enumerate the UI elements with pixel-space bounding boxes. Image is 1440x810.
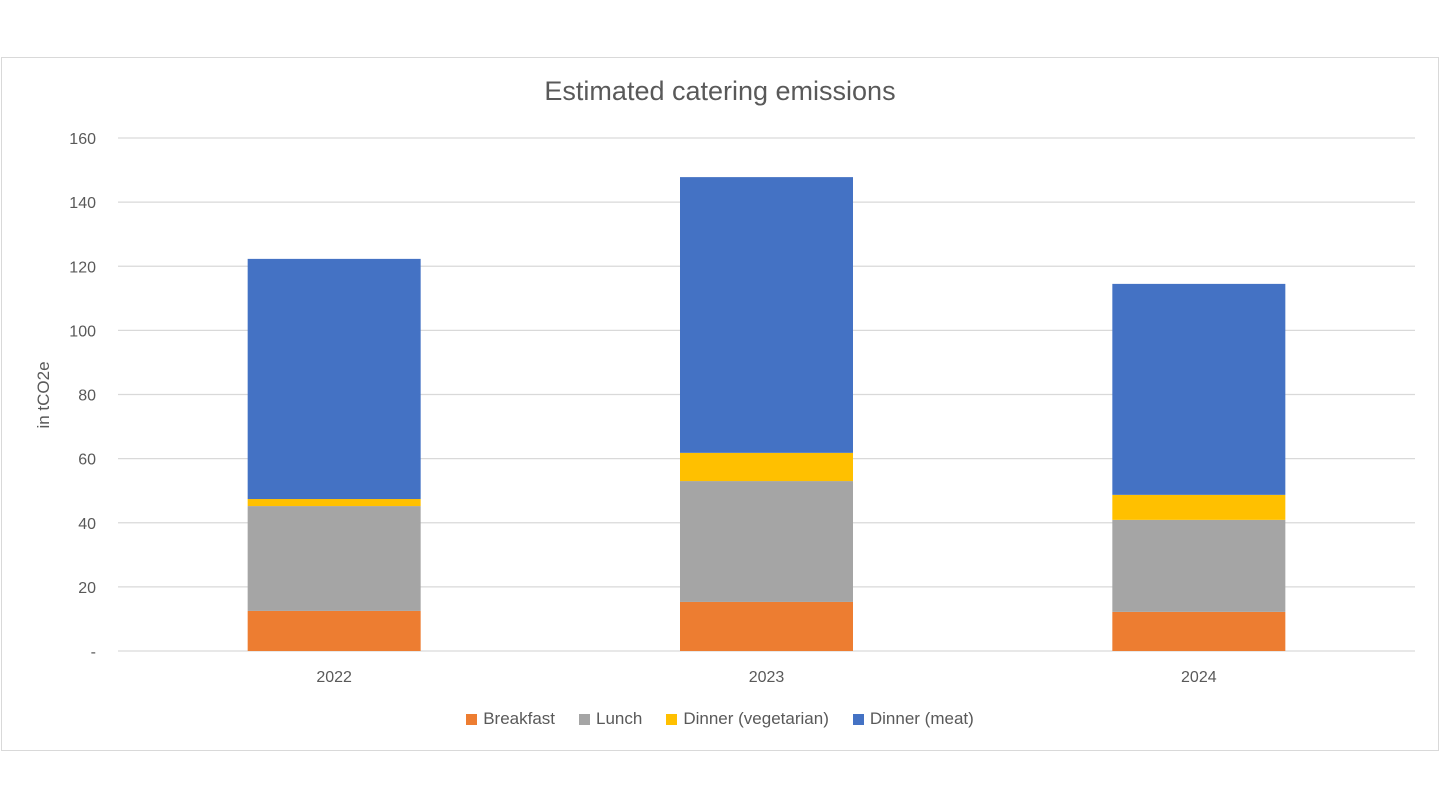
bar-segment xyxy=(680,452,853,482)
bar-segment xyxy=(247,610,421,651)
legend-swatch xyxy=(666,713,678,725)
legend-item: Lunch xyxy=(579,709,642,729)
x-tick-label: 2024 xyxy=(1181,669,1217,686)
bar-segment xyxy=(1112,494,1286,520)
y-tick-label: 60 xyxy=(78,452,96,469)
legend-item: Dinner (vegetarian) xyxy=(666,709,829,729)
legend-item: Breakfast xyxy=(466,709,555,729)
legend-label: Breakfast xyxy=(483,709,556,728)
legend-swatch xyxy=(852,713,864,725)
y-tick-label: 80 xyxy=(78,388,96,405)
y-tick-label: 100 xyxy=(69,323,96,340)
bar-segment xyxy=(680,601,853,651)
chart-title: Estimated catering emissions xyxy=(544,76,896,106)
x-tick-label: 2023 xyxy=(749,669,785,686)
legend: Breakfast Lunch Dinner (vegetarian) Dinner … xyxy=(0,709,1440,729)
x-tick-label: 2022 xyxy=(316,669,352,686)
legend-item: Dinner (meat) xyxy=(852,709,974,729)
chart-area xyxy=(1,57,1439,751)
legend-label: Dinner (vegetarian) xyxy=(683,709,829,728)
y-tick-label: 160 xyxy=(69,131,96,148)
y-tick-label: 120 xyxy=(69,259,96,276)
bar-segment xyxy=(1112,283,1286,495)
legend-label: Dinner (meat) xyxy=(869,709,974,728)
bar-segment xyxy=(247,258,421,500)
bar-segment xyxy=(247,499,421,507)
bar-segment xyxy=(680,177,853,453)
legend-swatch xyxy=(579,713,591,725)
y-tick-label: - xyxy=(91,644,96,661)
bar-segment xyxy=(247,506,421,611)
y-tick-label: 40 xyxy=(78,516,96,533)
bar-segment xyxy=(680,481,853,602)
bar-segment xyxy=(1112,611,1286,651)
y-tick-label: 140 xyxy=(69,195,96,212)
bar-segment xyxy=(1112,519,1286,612)
legend-label: Lunch xyxy=(596,709,643,728)
y-tick-label: 20 xyxy=(78,580,96,597)
legend-swatch xyxy=(466,713,478,725)
